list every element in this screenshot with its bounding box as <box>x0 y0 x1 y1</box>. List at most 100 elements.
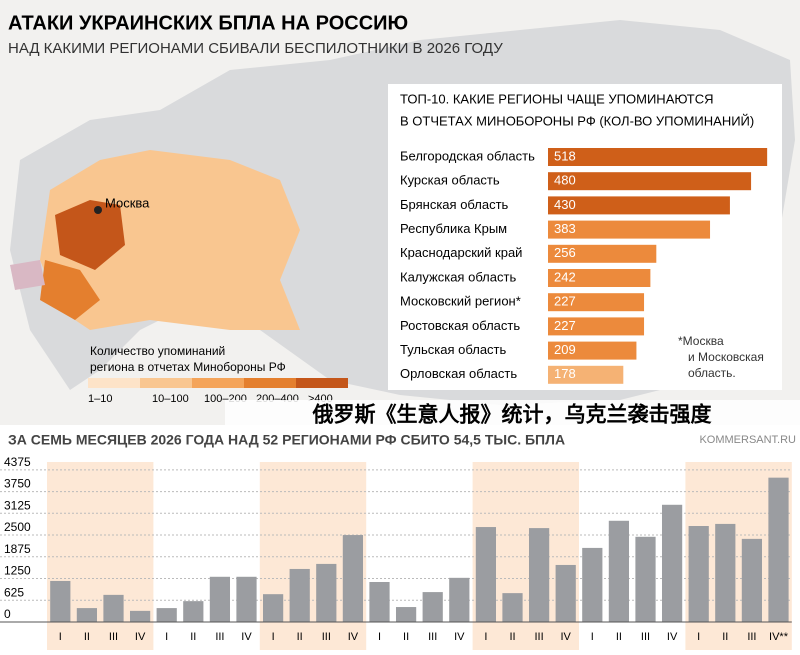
legend-label: 1–10 <box>88 393 112 405</box>
legend-title: Количество упоминаний <box>90 344 225 358</box>
bottom-title: ЗА СЕМЬ МЕСЯЦЕВ 2026 ГОДА НАД 52 РЕГИОНА… <box>8 432 565 448</box>
x-tick-label: I <box>591 631 594 643</box>
category-label: Белгородская область <box>400 148 535 163</box>
value-label: 178 <box>554 366 576 381</box>
x-tick-label: III <box>109 631 118 643</box>
category-label: Ростовская область <box>400 318 520 333</box>
x-tick-label: III <box>641 631 650 643</box>
bar <box>768 477 789 622</box>
footnote-text: *Москва <box>678 334 724 348</box>
bar <box>156 608 177 622</box>
x-tick-label: II <box>84 631 90 643</box>
category-label: Курская область <box>400 173 500 188</box>
value-label: 430 <box>554 197 576 212</box>
x-tick-label: IV** <box>769 631 789 643</box>
bar <box>548 244 657 263</box>
bar <box>502 593 523 622</box>
bar <box>475 527 497 622</box>
x-tick-label: I <box>272 631 275 643</box>
footnote-line: и Московская <box>688 350 764 364</box>
bar <box>289 568 310 622</box>
bar <box>342 535 364 622</box>
x-tick-label: III <box>535 631 544 643</box>
x-tick-label: I <box>697 631 700 643</box>
bar <box>548 148 768 166</box>
y-tick-label: 2500 <box>4 520 31 534</box>
y-tick-label: 0 <box>4 607 11 621</box>
map-west <box>40 150 300 330</box>
legend-swatch <box>244 378 296 388</box>
bar <box>50 580 71 622</box>
x-tick-label: IV <box>667 631 678 643</box>
bar <box>129 610 151 622</box>
x-tick-label: III <box>215 631 224 643</box>
x-tick-label: II <box>722 631 728 643</box>
city-label: Москва <box>105 195 150 210</box>
bar <box>548 341 637 360</box>
bar <box>548 269 651 287</box>
bar <box>316 563 337 622</box>
x-tick-label: II <box>403 631 409 643</box>
x-tick-label: III <box>747 631 756 643</box>
x-tick-label: IV <box>560 631 571 643</box>
value-label: 480 <box>554 173 576 188</box>
bar <box>741 538 763 622</box>
bar <box>635 536 656 622</box>
bar <box>608 520 630 622</box>
category-label: Краснодарский край <box>400 245 522 260</box>
x-tick-label: II <box>190 631 196 643</box>
x-tick-label: IV <box>135 631 146 643</box>
overlay-bg <box>225 400 800 432</box>
x-tick-label: II <box>616 631 622 643</box>
bar <box>548 220 711 239</box>
y-tick-label: 1250 <box>4 564 31 578</box>
map-crimea <box>10 260 45 290</box>
category-label: Калужская область <box>400 269 516 284</box>
map-south <box>40 260 100 320</box>
y-tick-label: 1875 <box>4 542 31 556</box>
category-label: Орловская область <box>400 366 517 381</box>
subtitle: НАД КАКИМИ РЕГИОНАМИ СБИВАЛИ БЕСПИЛОТНИК… <box>8 40 503 57</box>
source: KOMMERSANT.RU <box>699 434 796 446</box>
legend-title-line: региона в отчетах Минобороны РФ <box>90 360 286 374</box>
y-tick-label: 4375 <box>4 455 31 469</box>
bar <box>548 317 645 336</box>
legend-label: 10–100 <box>152 393 189 405</box>
x-tick-label: III <box>428 631 437 643</box>
category-label: Московский регион* <box>400 294 521 309</box>
x-tick-label: IV <box>454 631 465 643</box>
moscow-dot <box>94 206 102 214</box>
x-tick-label: II <box>297 631 303 643</box>
y-tick-label: 625 <box>4 585 24 599</box>
x-tick-label: IV <box>241 631 252 643</box>
bar <box>262 594 284 622</box>
y-tick-label: 3125 <box>4 498 31 512</box>
bar <box>209 576 231 622</box>
bar <box>449 577 470 622</box>
bar <box>369 582 390 622</box>
bar <box>422 592 443 622</box>
x-tick-label: IV <box>348 631 359 643</box>
x-tick-label: I <box>59 631 62 643</box>
category-label: Тульская область <box>400 342 506 357</box>
y-tick-label: 3750 <box>4 477 31 491</box>
map-border-regions <box>55 200 125 270</box>
bar <box>548 196 730 215</box>
bar <box>715 523 736 622</box>
bar <box>548 365 624 384</box>
bar <box>395 607 417 622</box>
bar <box>661 504 683 622</box>
value-label: 209 <box>554 342 576 357</box>
bar <box>548 293 645 312</box>
category-label: Республика Крым <box>400 221 507 236</box>
overlay-caption: 俄罗斯《生意人报》统计，乌克兰袭击强度 <box>312 403 712 427</box>
bar <box>548 172 752 191</box>
value-label: 242 <box>554 269 576 284</box>
x-tick-label: III <box>322 631 331 643</box>
footnote-line: область. <box>688 366 736 380</box>
bar <box>103 594 124 622</box>
x-tick-label: II <box>509 631 515 643</box>
bar <box>528 528 550 622</box>
x-tick-label: I <box>165 631 168 643</box>
